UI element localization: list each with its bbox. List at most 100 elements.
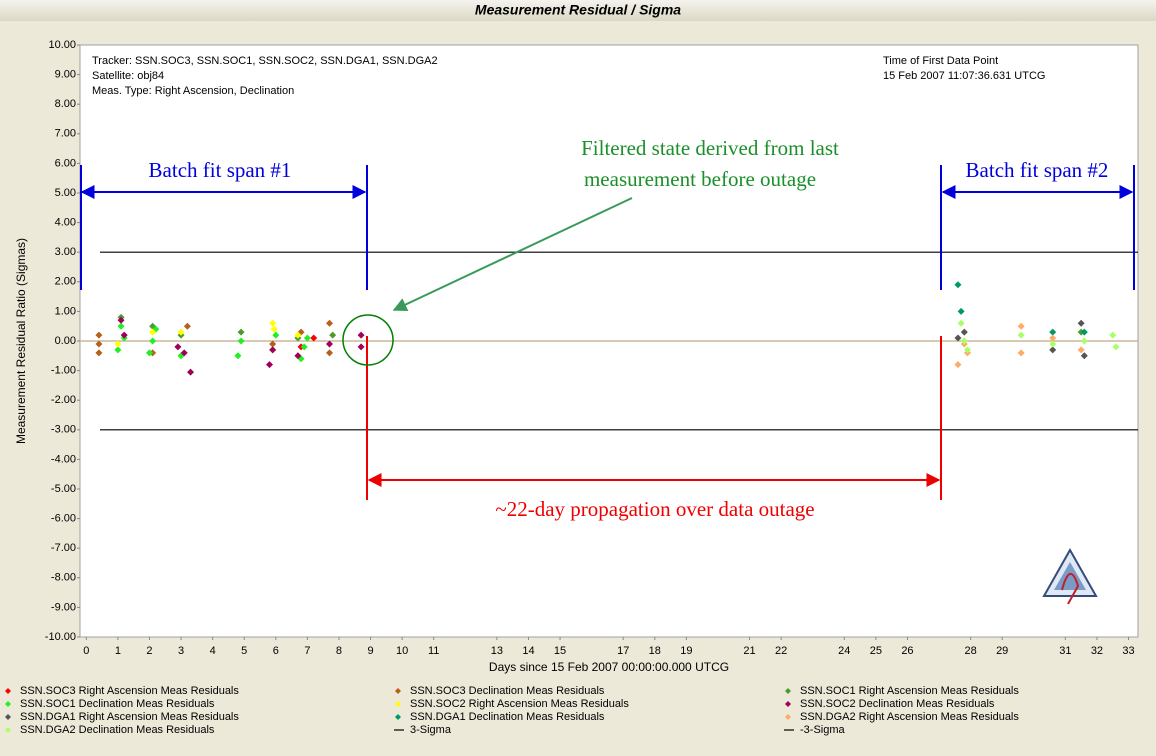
- legend-label: SSN.DGA1 Declination Meas Residuals: [410, 711, 605, 723]
- x-tick-label: 15: [554, 645, 566, 657]
- x-tick-label: 8: [336, 645, 342, 657]
- y-tick-label: 7.00: [55, 128, 76, 140]
- data-point: [269, 319, 277, 327]
- data-point: [114, 340, 122, 348]
- data-point: [357, 331, 365, 339]
- x-tick-label: 18: [649, 645, 661, 657]
- annotation: measurement before outage: [584, 167, 816, 191]
- data-point: [294, 352, 302, 360]
- data-point: [237, 337, 245, 345]
- x-tick-label: 5: [241, 645, 247, 657]
- data-point: [1080, 328, 1088, 336]
- data-point: [237, 328, 245, 336]
- data-point: [1017, 349, 1025, 357]
- legend-label: SSN.SOC1 Declination Meas Residuals: [20, 698, 215, 710]
- y-tick-label: 1.00: [55, 305, 76, 317]
- data-point: [310, 334, 318, 342]
- legend-label: SSN.SOC2 Right Ascension Meas Residuals: [410, 698, 629, 710]
- data-point: [1049, 340, 1057, 348]
- data-point: [300, 343, 308, 351]
- x-tick-label: 11: [428, 645, 439, 657]
- x-tick-label: 4: [210, 645, 216, 657]
- annotation: Filtered state derived from last: [581, 136, 839, 160]
- legend-label: -3-Sigma: [800, 724, 846, 736]
- data-point: [963, 346, 971, 354]
- header-text: Time of First Data Point: [883, 55, 998, 67]
- legend-swatch: [785, 714, 791, 720]
- data-point: [1077, 346, 1085, 354]
- data-point: [187, 368, 195, 376]
- data-point: [145, 349, 153, 357]
- data-point: [1077, 319, 1085, 327]
- data-point: [117, 316, 125, 324]
- legend-swatch: [395, 714, 401, 720]
- annotation: ~22-day propagation over data outage: [495, 497, 814, 521]
- data-point: [265, 361, 273, 369]
- data-point: [294, 331, 302, 339]
- data-point: [954, 361, 962, 369]
- data-point: [1080, 337, 1088, 345]
- x-tick-label: 33: [1122, 645, 1134, 657]
- y-axis-label: Measurement Residual Ratio (Sigmas): [14, 238, 28, 444]
- data-point: [1049, 334, 1057, 342]
- x-tick-label: 14: [522, 645, 534, 657]
- legend-swatch: [5, 688, 11, 694]
- legend-label: SSN.SOC2 Declination Meas Residuals: [800, 698, 995, 710]
- header-text: Meas. Type: Right Ascension, Declination: [92, 85, 294, 97]
- data-point: [954, 281, 962, 289]
- x-tick-label: 26: [901, 645, 913, 657]
- data-point: [114, 346, 122, 354]
- y-tick-label: 4.00: [55, 217, 76, 229]
- x-tick-label: 31: [1059, 645, 1071, 657]
- data-point: [357, 343, 365, 351]
- data-point: [329, 331, 337, 339]
- y-tick-label: -4.00: [51, 453, 76, 465]
- data-point: [1109, 331, 1117, 339]
- legend-swatch: [5, 727, 11, 733]
- x-tick-label: 13: [491, 645, 503, 657]
- data-point: [960, 328, 968, 336]
- data-point: [270, 325, 278, 333]
- data-point: [234, 352, 242, 360]
- data-point: [303, 334, 311, 342]
- legend-label: SSN.SOC3 Declination Meas Residuals: [410, 685, 605, 697]
- x-tick-label: 10: [396, 645, 408, 657]
- logo: [1042, 547, 1098, 605]
- x-tick-label: 24: [838, 645, 850, 657]
- data-point: [269, 340, 277, 348]
- x-tick-label: 7: [304, 645, 310, 657]
- data-point: [269, 346, 277, 354]
- legend-swatch: [785, 688, 791, 694]
- data-point: [180, 349, 188, 357]
- legend-swatch: [395, 701, 401, 707]
- data-point: [325, 319, 333, 327]
- data-point: [174, 343, 182, 351]
- data-point: [272, 331, 280, 339]
- y-tick-label: -5.00: [51, 483, 76, 495]
- header-text: 15 Feb 2007 11:07:36.631 UTCG: [883, 70, 1045, 82]
- x-tick-label: 0: [83, 645, 89, 657]
- header-text: Tracker: SSN.SOC3, SSN.SOC1, SSN.SOC2, S…: [92, 55, 438, 67]
- legend-label: SSN.SOC1 Right Ascension Meas Residuals: [800, 685, 1019, 697]
- highlight-circle: [342, 314, 394, 366]
- data-point: [957, 319, 965, 327]
- legend-label: 3-Sigma: [410, 724, 452, 736]
- data-point: [325, 349, 333, 357]
- y-tick-label: 9.00: [55, 69, 76, 81]
- data-point: [149, 337, 157, 345]
- legend-swatch: [785, 701, 791, 707]
- legend-swatch: [395, 688, 401, 694]
- data-point: [1112, 343, 1120, 351]
- x-tick-label: 32: [1091, 645, 1103, 657]
- y-tick-label: 0.00: [55, 335, 76, 347]
- x-tick-label: 28: [964, 645, 976, 657]
- data-point: [1017, 331, 1025, 339]
- y-tick-label: -10.00: [45, 631, 76, 643]
- x-tick-label: 25: [870, 645, 882, 657]
- x-tick-label: 29: [996, 645, 1008, 657]
- y-tick-label: -3.00: [51, 424, 76, 436]
- data-point: [183, 322, 191, 330]
- x-tick-label: 3: [178, 645, 184, 657]
- y-tick-label: 5.00: [55, 187, 76, 199]
